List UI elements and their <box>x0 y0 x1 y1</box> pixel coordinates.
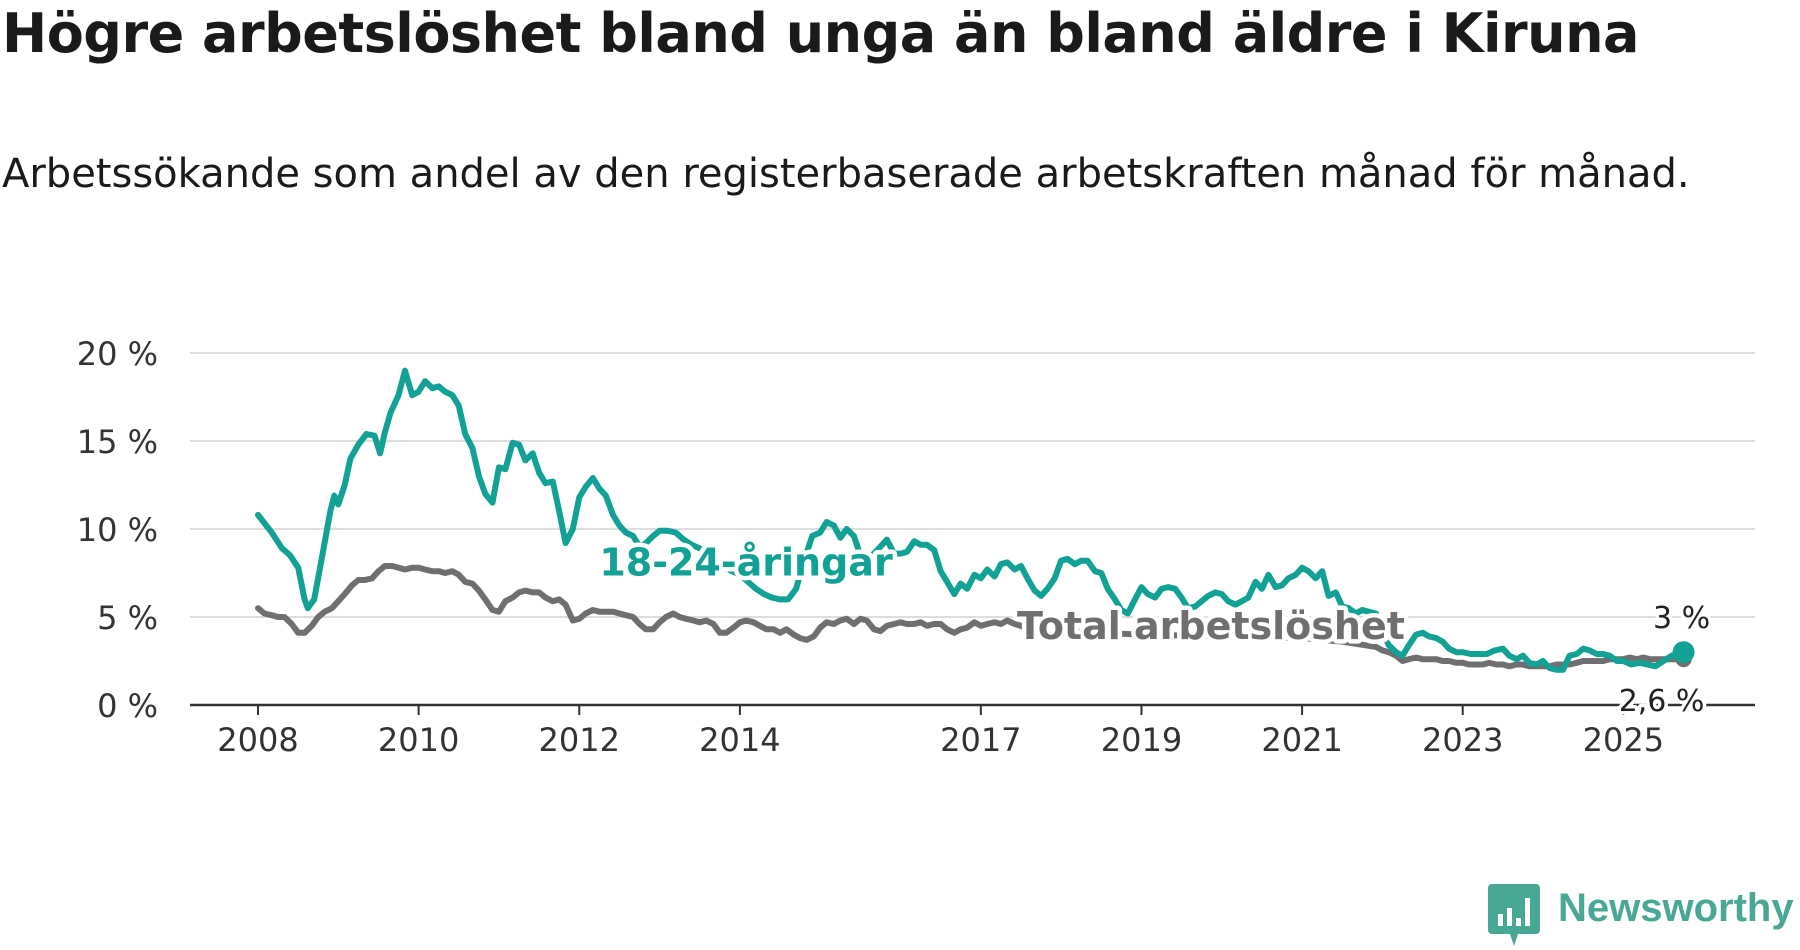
newsworthy-logo: Newsworthy <box>1488 884 1800 948</box>
bar-chart-bubble-icon <box>1488 884 1540 946</box>
x-tick-label: 2023 <box>1422 721 1503 759</box>
x-tick-label: 2010 <box>378 721 459 759</box>
end-point-youth <box>1672 641 1695 664</box>
x-tick-label: 2021 <box>1261 721 1342 759</box>
y-tick-label: 20 % <box>77 335 158 373</box>
brand-name: Newsworthy <box>1558 886 1794 930</box>
x-tick-label: 2008 <box>217 721 298 759</box>
x-tick-label: 2025 <box>1583 721 1664 759</box>
chart-title: Högre arbetslöshet bland unga än bland ä… <box>2 2 1639 65</box>
series-label-youth: 18-24-åringar <box>599 541 893 585</box>
end-label-total: 2,6 % <box>1619 684 1705 719</box>
chart-subtitle: Arbetssökande som andel av den registerb… <box>2 151 1690 197</box>
series-label-total: Total arbetslöshet <box>1017 604 1405 648</box>
x-tick-label: 2017 <box>940 721 1021 759</box>
series-line-total <box>255 563 1687 670</box>
y-tick-label: 10 % <box>77 511 158 549</box>
x-tick-label: 2019 <box>1101 721 1182 759</box>
series-line-youth <box>255 367 1687 673</box>
y-tick-label: 5 % <box>97 599 158 637</box>
y-tick-label: 0 % <box>97 687 158 725</box>
x-tick-label: 2014 <box>699 721 780 759</box>
y-tick-label: 15 % <box>77 423 158 461</box>
end-label-youth: 3 % <box>1653 601 1710 636</box>
x-tick-label: 2012 <box>539 721 620 759</box>
